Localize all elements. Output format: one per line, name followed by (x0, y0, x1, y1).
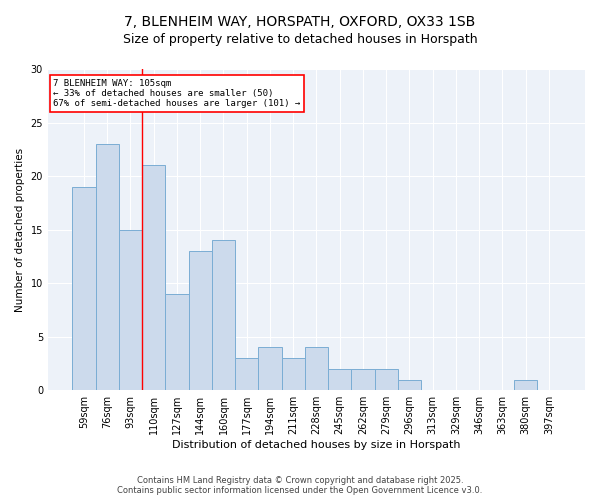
Bar (398, 380, 421, 390)
Y-axis label: Number of detached properties: Number of detached properties (15, 148, 25, 312)
Bar (212, 240, 235, 390)
Text: Size of property relative to detached houses in Horspath: Size of property relative to detached ho… (122, 32, 478, 46)
X-axis label: Distribution of detached houses by size in Horspath: Distribution of detached houses by size … (172, 440, 461, 450)
Bar (374, 369, 398, 390)
Bar (352, 369, 374, 390)
Bar (514, 380, 538, 390)
Text: Contains HM Land Registry data © Crown copyright and database right 2025.
Contai: Contains HM Land Registry data © Crown c… (118, 476, 482, 495)
Bar (328, 369, 352, 390)
Text: 7 BLENHEIM WAY: 105sqm
← 33% of detached houses are smaller (50)
67% of semi-det: 7 BLENHEIM WAY: 105sqm ← 33% of detached… (53, 78, 301, 108)
Bar (235, 358, 259, 390)
Text: 7, BLENHEIM WAY, HORSPATH, OXFORD, OX33 1SB: 7, BLENHEIM WAY, HORSPATH, OXFORD, OX33 … (124, 15, 476, 29)
Bar (142, 166, 166, 390)
Bar (119, 230, 142, 390)
Bar (166, 294, 188, 390)
Bar (95, 144, 119, 390)
Bar (188, 251, 212, 390)
Bar (281, 358, 305, 390)
Bar (73, 187, 95, 390)
Bar (259, 348, 281, 390)
Bar (305, 348, 328, 390)
